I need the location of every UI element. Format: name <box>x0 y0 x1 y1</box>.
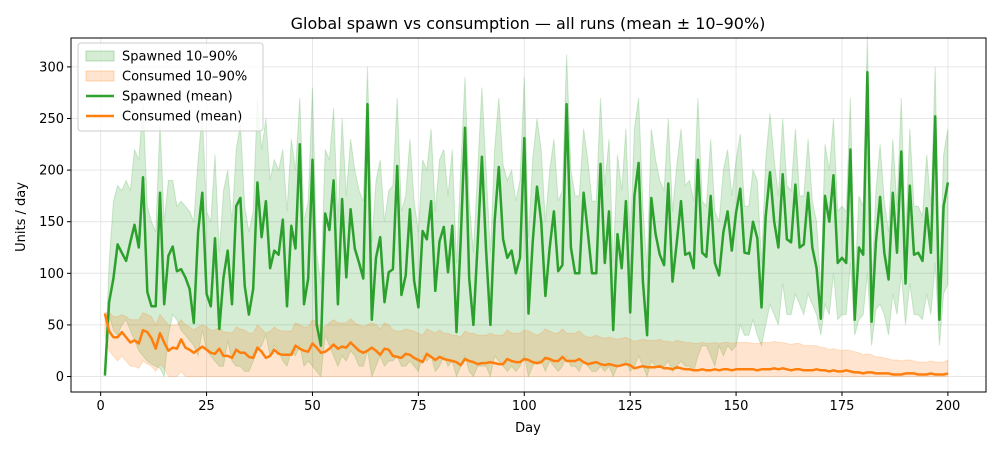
y-tick-label: 150 <box>39 215 64 230</box>
y-axis-ticks: 0 50 100 150 200 250 300 <box>39 60 71 385</box>
x-tick-label: 0 <box>97 399 105 414</box>
x-tick-label: 200 <box>935 399 960 414</box>
legend-label: Spawned 10–90% <box>122 50 238 65</box>
y-axis-label: Units / day <box>14 182 29 252</box>
legend-band-swatch <box>85 50 115 62</box>
y-tick-label: 250 <box>39 112 64 127</box>
x-axis-label: Day <box>515 421 541 436</box>
legend-band-swatch <box>85 70 115 82</box>
consumed-band <box>104 311 949 377</box>
spawned-mean-line <box>103 70 950 376</box>
consumed-mean-line <box>103 313 949 376</box>
y-tick-label: 200 <box>39 164 64 179</box>
y-tick-label: 300 <box>39 60 64 75</box>
x-tick-label: 50 <box>304 399 321 414</box>
legend-label: Consumed 10–90% <box>122 70 247 85</box>
x-tick-label: 175 <box>830 399 855 414</box>
legend: Spawned 10–90% Consumed 10–90% Spawned (me… <box>77 42 264 132</box>
y-tick-label: 0 <box>56 370 64 385</box>
y-tick-label: 50 <box>47 318 64 333</box>
chart-title: Global spawn vs consumption — all runs (… <box>291 14 766 33</box>
x-tick-label: 125 <box>618 399 643 414</box>
x-tick-label: 100 <box>512 399 537 414</box>
legend-label: Consumed (mean) <box>122 110 242 125</box>
plot-area-frame <box>70 37 987 393</box>
legend-box <box>77 42 264 132</box>
x-axis-ticks: 0 25 50 75 100 125 150 175 200 <box>97 392 960 414</box>
mean-lines <box>103 70 950 376</box>
x-tick-label: 75 <box>410 399 427 414</box>
legend-label: Spawned (mean) <box>122 90 233 105</box>
x-tick-label: 150 <box>724 399 749 414</box>
y-tick-label: 100 <box>39 267 64 282</box>
x-tick-label: 25 <box>198 399 215 414</box>
